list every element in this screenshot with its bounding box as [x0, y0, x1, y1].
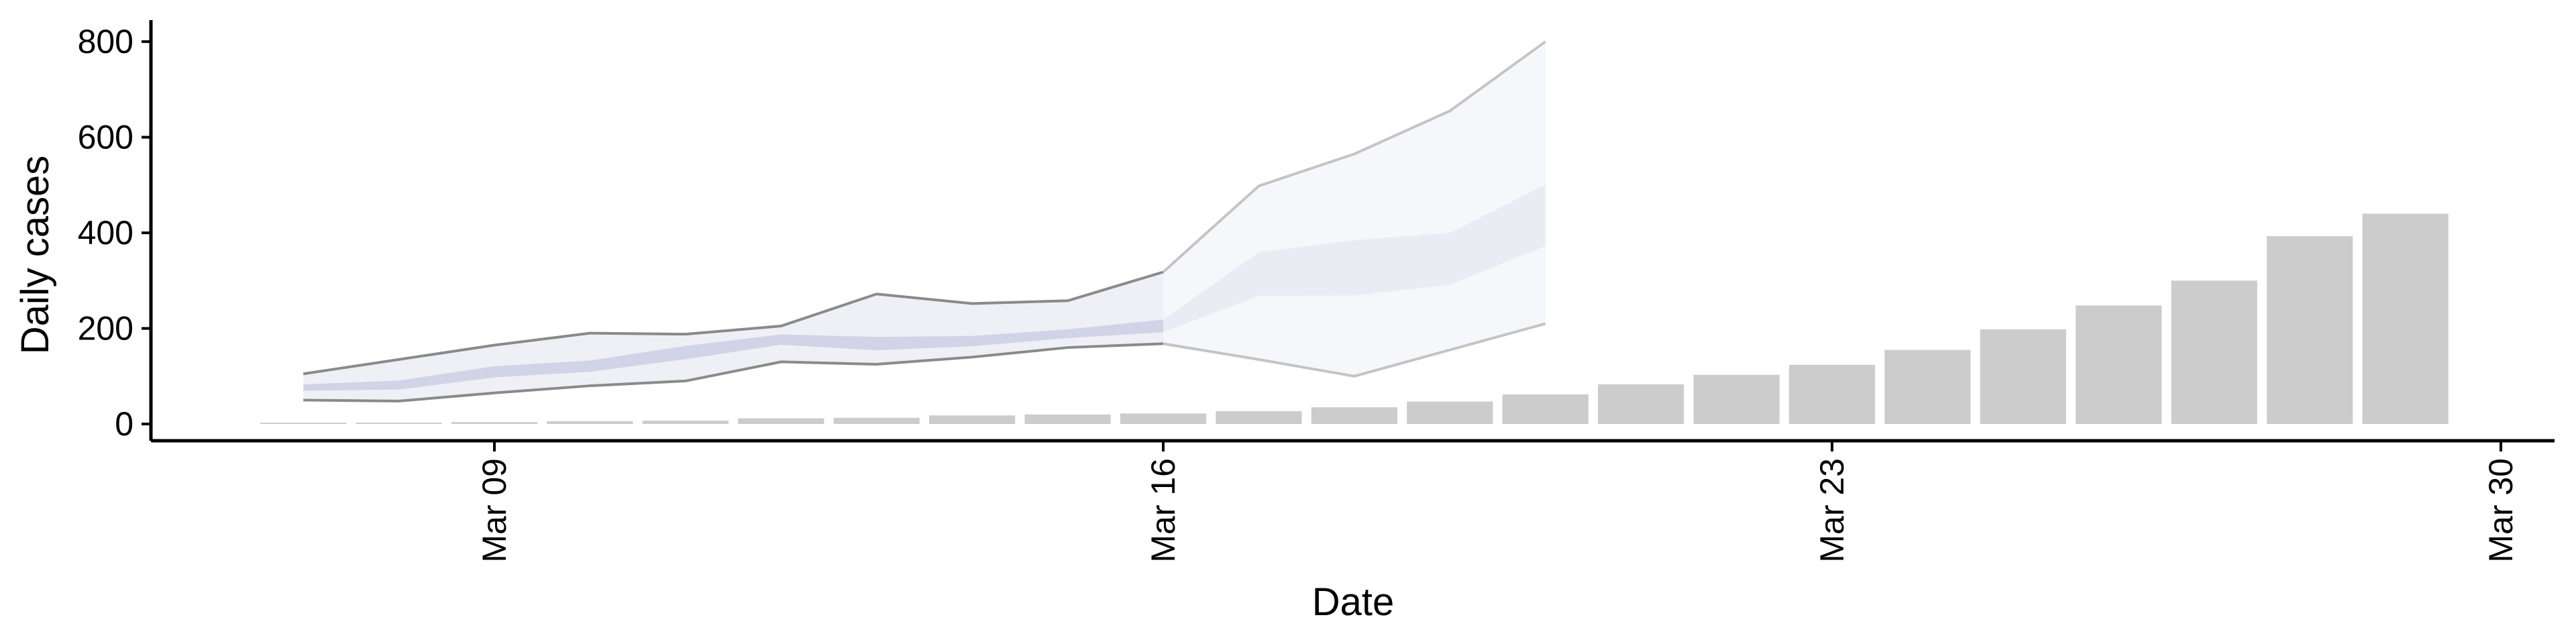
bar — [929, 415, 1016, 425]
bar — [451, 422, 538, 425]
bar — [1024, 414, 1111, 425]
bar — [1120, 413, 1207, 425]
x-tick-label: Mar 23 — [1813, 458, 1851, 563]
x-axis-title: Date — [1312, 580, 1395, 624]
y-tick-label: 0 — [115, 405, 133, 443]
forecast-inner-band — [303, 319, 1164, 391]
bar — [1502, 394, 1589, 425]
bar — [1980, 329, 2066, 425]
bar — [1598, 384, 1684, 425]
bar — [547, 421, 633, 425]
bar — [1311, 407, 1397, 425]
bar — [2362, 213, 2449, 425]
bar — [2267, 236, 2353, 425]
y-axis-title: Daily cases — [13, 156, 57, 355]
forecast-layer — [303, 40, 1546, 402]
bar — [1884, 350, 1971, 425]
bar — [738, 418, 824, 425]
forecast-outer-band — [303, 272, 1164, 401]
y-tick-label: 400 — [78, 214, 133, 252]
forecast-lower-line — [303, 342, 1164, 402]
bar — [1407, 401, 1493, 425]
y-ticks: 0 200 400 600 800 — [78, 23, 151, 443]
forecast-upper-line — [1162, 40, 1546, 273]
y-tick-label: 600 — [78, 119, 133, 156]
bar — [833, 417, 920, 425]
x-tick-label: Mar 09 — [476, 458, 513, 563]
bar — [1216, 411, 1302, 425]
y-tick-label: 200 — [78, 310, 133, 347]
y-tick-label: 800 — [78, 23, 133, 60]
bar — [356, 422, 442, 425]
bar — [1788, 364, 1876, 425]
x-tick-label: Mar 30 — [2482, 458, 2520, 563]
bar — [642, 421, 729, 425]
axes-layer — [149, 20, 2555, 443]
bar — [2171, 280, 2257, 425]
bar — [1693, 374, 1780, 425]
forecast-lower-line — [1163, 322, 1546, 378]
forecast-upper-line — [303, 270, 1164, 376]
x-ticks: Mar 09 Mar 16 Mar 23 Mar 30 — [476, 441, 2520, 563]
bar — [2076, 305, 2162, 425]
bar — [260, 423, 347, 425]
forecast-inner-band — [1163, 184, 1546, 333]
x-tick-label: Mar 16 — [1144, 458, 1182, 563]
forecast-outer-band — [1163, 42, 1546, 376]
bars-layer — [260, 213, 2449, 425]
